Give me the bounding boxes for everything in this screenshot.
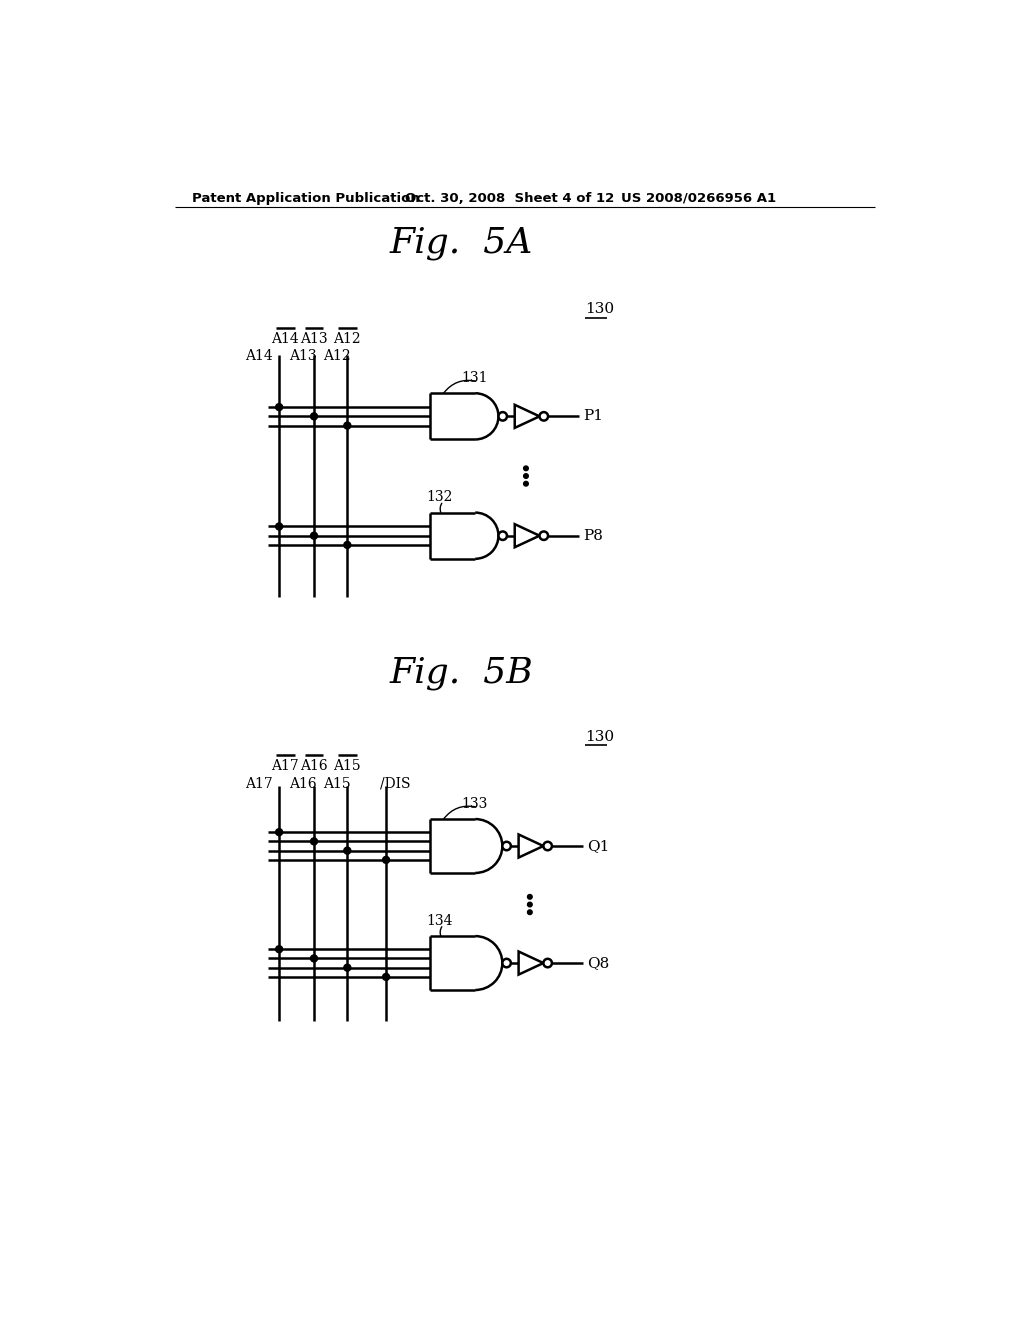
Circle shape [310,413,317,420]
Text: P1: P1 [583,409,603,424]
Circle shape [383,857,389,863]
Text: Q1: Q1 [587,840,609,853]
Polygon shape [515,405,540,428]
Circle shape [499,532,507,540]
Circle shape [275,945,283,953]
Circle shape [527,903,532,907]
Circle shape [275,523,283,529]
Text: Fig.  5B: Fig. 5B [389,656,534,690]
Text: A14: A14 [245,350,272,363]
Circle shape [540,532,548,540]
Text: P8: P8 [583,529,603,543]
Circle shape [527,909,532,915]
Circle shape [310,838,317,845]
Text: 130: 130 [586,730,614,743]
Text: Patent Application Publication: Patent Application Publication [193,191,420,205]
Text: Oct. 30, 2008  Sheet 4 of 12: Oct. 30, 2008 Sheet 4 of 12 [406,191,614,205]
Circle shape [540,412,548,421]
Circle shape [503,958,511,968]
Text: A14: A14 [271,331,299,346]
Circle shape [310,532,317,539]
Text: A13: A13 [300,331,328,346]
Text: A12: A12 [323,350,350,363]
Circle shape [344,847,351,854]
Circle shape [527,895,532,899]
Circle shape [523,482,528,486]
Circle shape [344,422,351,429]
Text: 130: 130 [586,302,614,317]
Circle shape [275,829,283,836]
Circle shape [310,954,317,962]
Circle shape [275,404,283,411]
Text: A17: A17 [245,776,272,791]
Text: A16: A16 [300,759,328,774]
Polygon shape [518,952,544,974]
Text: A16: A16 [290,776,317,791]
Text: A15: A15 [323,776,350,791]
Text: A12: A12 [334,331,361,346]
Text: 134: 134 [426,913,453,928]
Circle shape [499,412,507,421]
Circle shape [344,541,351,548]
Text: Q8: Q8 [587,956,609,970]
Polygon shape [515,524,540,548]
Circle shape [523,474,528,478]
Text: US 2008/0266956 A1: US 2008/0266956 A1 [621,191,776,205]
Circle shape [344,964,351,972]
Circle shape [544,842,552,850]
Text: A17: A17 [271,759,299,774]
Text: A13: A13 [290,350,317,363]
Circle shape [383,973,389,981]
Text: A15: A15 [334,759,361,774]
Text: 133: 133 [461,797,487,810]
Text: /DIS: /DIS [380,776,411,791]
Text: Fig.  5A: Fig. 5A [389,226,532,260]
Text: 131: 131 [461,371,487,385]
Text: 132: 132 [426,490,453,504]
Circle shape [503,842,511,850]
Circle shape [544,958,552,968]
Circle shape [523,466,528,471]
Polygon shape [518,834,544,858]
